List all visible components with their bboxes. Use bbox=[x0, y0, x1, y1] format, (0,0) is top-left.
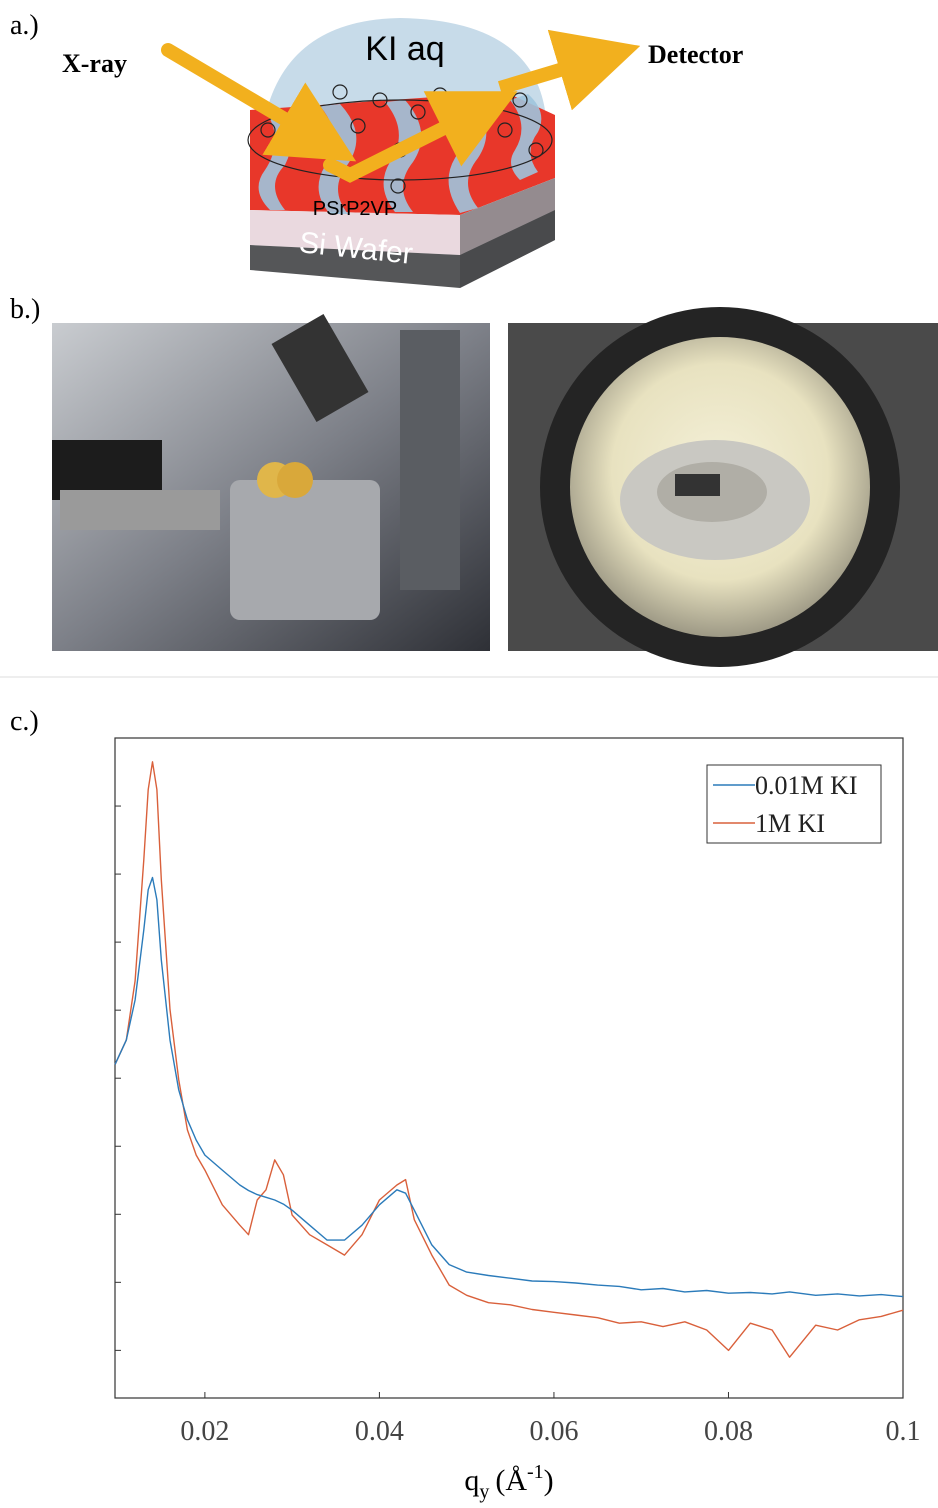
panel-label: b.) bbox=[10, 294, 40, 325]
panel-label: c.) bbox=[10, 706, 39, 737]
series-line bbox=[114, 876, 904, 1298]
side bbox=[460, 178, 555, 288]
x-label-unit: (Å bbox=[495, 1464, 527, 1497]
x-axis-label: qy (Å-1) bbox=[464, 1461, 553, 1503]
legend-box bbox=[706, 764, 882, 844]
legend-label: 1M KI bbox=[755, 809, 825, 838]
x-label-superscript: -1 bbox=[527, 1461, 544, 1483]
x-label-subscript: y bbox=[479, 1481, 489, 1503]
photo-beamline bbox=[52, 314, 490, 651]
panel-label: a.) bbox=[10, 10, 39, 41]
x-tick-label: 0.08 bbox=[704, 1416, 753, 1447]
polymer-label: PSrP2VP bbox=[313, 198, 397, 220]
legend-label: 0.01M KI bbox=[755, 771, 858, 800]
xray-label: X-ray bbox=[62, 49, 127, 78]
photo-port bbox=[508, 307, 938, 667]
x-tick-label: 0.06 bbox=[529, 1416, 578, 1447]
x-label-close: ) bbox=[544, 1464, 554, 1497]
x-tick-label: 0.1 bbox=[886, 1416, 921, 1447]
x-label-symbol: q bbox=[464, 1464, 479, 1497]
diagram: X-ray KI aq Detector PSrP2VP Si Wafer bbox=[62, 18, 743, 288]
droplet-label: KI aq bbox=[365, 30, 444, 68]
detector-label: Detector bbox=[648, 40, 743, 69]
x-tick-label: 0.02 bbox=[180, 1416, 229, 1447]
plot-frame bbox=[114, 737, 904, 1399]
series-line bbox=[114, 761, 904, 1358]
x-tick-label: 0.04 bbox=[355, 1416, 404, 1447]
